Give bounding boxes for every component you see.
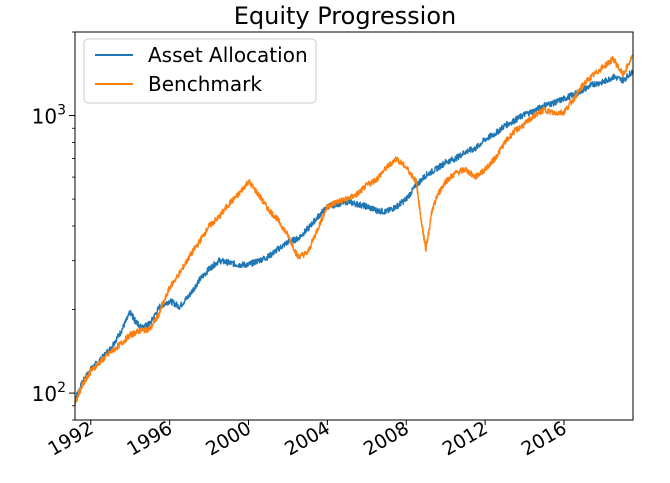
series-line-benchmark xyxy=(74,54,634,406)
y-tick-label: 103 xyxy=(32,103,66,129)
series-asset-allocation xyxy=(74,69,634,402)
x-tick-label: 2000 xyxy=(202,417,255,460)
legend-box xyxy=(83,38,317,104)
series-benchmark xyxy=(74,54,634,406)
x-tick-label: 2012 xyxy=(439,417,492,460)
x-tick-label: 2008 xyxy=(360,417,413,460)
legend-label-benchmark: Benchmark xyxy=(148,72,262,96)
legend-label-asset-allocation: Asset Allocation xyxy=(148,43,308,67)
x-tick-label: 1996 xyxy=(123,417,176,460)
series-layer xyxy=(74,54,634,406)
x-tick-label: 2016 xyxy=(518,417,571,460)
legend: Asset Allocation Benchmark xyxy=(83,38,317,104)
x-tick-label: 1992 xyxy=(44,417,97,460)
y-tick-label: 102 xyxy=(32,380,66,406)
x-tick-label: 2004 xyxy=(281,417,334,460)
chart-title: Equity Progression xyxy=(234,2,457,30)
series-line-asset-allocation xyxy=(74,69,634,402)
